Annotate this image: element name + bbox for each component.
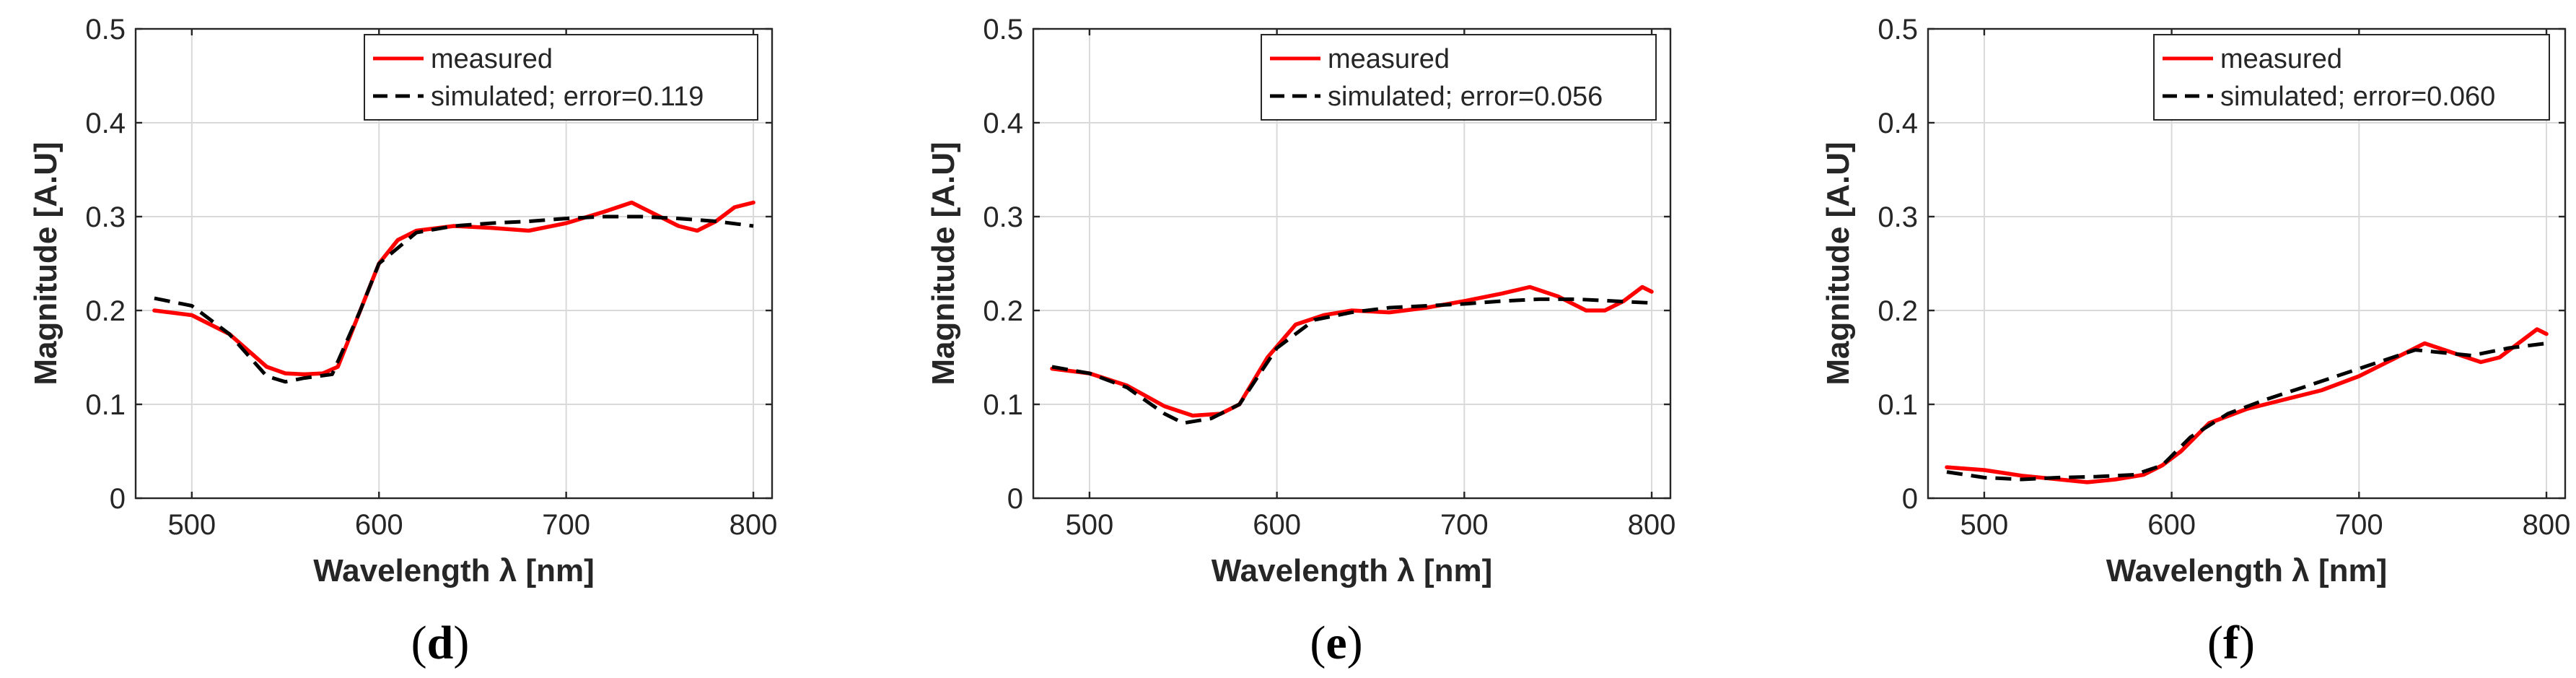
panel-label-letter: d	[427, 617, 454, 669]
legend-entry-label: simulated; error=0.056	[1328, 82, 1603, 112]
panel-label-open: (	[1310, 617, 1326, 669]
legend: measured simulated; error=0.060	[2153, 34, 2550, 121]
y-tick-label: 0.2	[983, 295, 1023, 327]
x-tick-label: 800	[1628, 509, 1676, 541]
legend-box	[1261, 34, 1657, 121]
x-tick-label: 800	[2523, 509, 2571, 541]
y-tick-label: 0.3	[983, 201, 1023, 233]
x-tick-label: 700	[2335, 509, 2383, 541]
x-axis-label: Wavelength λ [nm]	[2106, 553, 2388, 588]
y-tick-label: 0	[1902, 483, 1918, 515]
y-axis-label: Magnitude [A.U]	[926, 142, 961, 385]
simulated-series-line	[154, 214, 754, 384]
measured-series-line	[1050, 284, 1654, 418]
measured-series-line	[1945, 327, 2549, 484]
x-tick-label: 600	[2147, 509, 2196, 541]
panel-label-letter: e	[1326, 617, 1346, 669]
x-axis-label: Wavelength λ [nm]	[313, 553, 595, 588]
legend-entry-label: simulated; error=0.060	[2220, 82, 2495, 112]
y-tick-label: 0.4	[85, 108, 126, 139]
panel-label: (e)	[1310, 617, 1362, 669]
plot-frame	[1032, 27, 1672, 500]
legend: measured simulated; error=0.119	[364, 34, 758, 121]
panel-label: (f)	[2207, 617, 2255, 669]
y-tick-label: 0.5	[85, 14, 126, 45]
series-group	[1050, 284, 1654, 425]
y-tick-label: 0.4	[1878, 108, 1918, 139]
y-tick-label: 0.1	[85, 389, 126, 421]
x-tick-label: 700	[1440, 509, 1489, 541]
x-tick-label: 500	[1961, 509, 2009, 541]
y-axis-label: Magnitude [A.U]	[1821, 142, 1856, 385]
legend-entry-label: measured	[2220, 44, 2342, 74]
chart-panel-f: 500 600 700 800 0 0.1 0.2 0.3 0.4 0.5 Wavelength λ…	[1821, 14, 2570, 669]
panel-label-close: )	[453, 617, 469, 669]
y-tick-label: 0	[1007, 483, 1023, 515]
x-tick-label: 600	[1253, 509, 1301, 541]
legend: measured simulated; error=0.056	[1261, 34, 1657, 121]
x-tick-label: 500	[1066, 509, 1114, 541]
panel-label-letter: f	[2223, 617, 2240, 669]
x-tick-label: 800	[730, 509, 778, 541]
plot-frame	[1927, 27, 2567, 500]
series-group	[1945, 327, 2549, 484]
panel-label-close: )	[1347, 617, 1363, 669]
x-axis-label: Wavelength λ [nm]	[1212, 553, 1493, 588]
y-tick-label: 0.4	[983, 108, 1023, 139]
legend-entry-label: measured	[431, 44, 553, 74]
series-group	[152, 200, 755, 384]
simulated-series-line	[1946, 342, 2547, 482]
plot-frame	[134, 27, 774, 500]
legend-entry-label: simulated; error=0.119	[431, 82, 704, 112]
y-tick-label: 0.3	[85, 201, 126, 233]
y-axis-label: Magnitude [A.U]	[28, 142, 63, 385]
panel-label: (d)	[411, 617, 470, 669]
chart-panel-d: 500 600 700 800 0 0.1 0.2 0.3 0.4 0.5 Wavelength λ…	[28, 14, 777, 669]
x-tick-label: 500	[167, 509, 216, 541]
simulated-series-line	[1051, 297, 1652, 425]
x-tick-label: 700	[542, 509, 590, 541]
y-tick-label: 0.2	[1878, 295, 1918, 327]
panel-label-open: (	[2207, 617, 2223, 669]
y-tick-label: 0.5	[983, 14, 1023, 45]
y-tick-label: 0.2	[85, 295, 126, 327]
y-tick-label: 0.3	[1878, 201, 1918, 233]
panel-label-open: (	[411, 617, 427, 669]
legend-box	[2153, 34, 2550, 121]
y-tick-label: 0	[110, 483, 126, 515]
y-tick-label: 0.1	[1878, 389, 1918, 421]
legend-entry-label: measured	[1328, 44, 1450, 74]
legend-box	[364, 34, 758, 121]
y-tick-label: 0.5	[1878, 14, 1918, 45]
x-tick-label: 600	[355, 509, 403, 541]
y-tick-label: 0.1	[983, 389, 1023, 421]
chart-panel-e: 500 600 700 800 0 0.1 0.2 0.3 0.4 0.5 Wavelength λ…	[926, 14, 1675, 669]
panel-label-close: )	[2239, 617, 2255, 669]
